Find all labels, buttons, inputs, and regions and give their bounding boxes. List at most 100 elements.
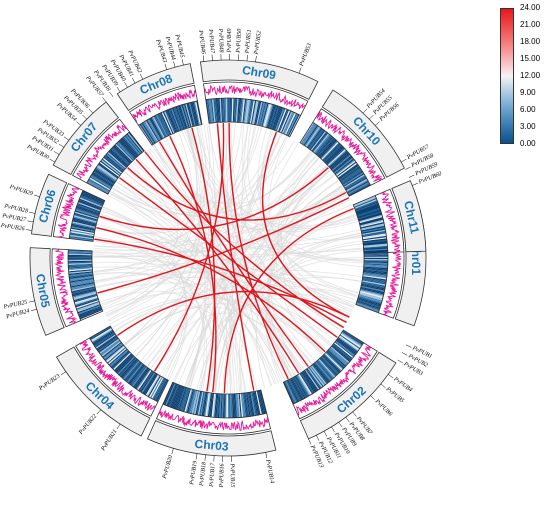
heatmap-cell: [340, 333, 361, 349]
heatmap-cell: [244, 392, 249, 417]
segmental-duplication-link: [94, 238, 347, 324]
heatmap-cell: [315, 135, 333, 155]
heatmap-cell: [219, 393, 222, 418]
gene-tick: [331, 426, 335, 433]
gene-tick: [30, 309, 37, 312]
gene-label: PvPUB23: [37, 373, 61, 392]
heatmap-cell: [337, 338, 358, 354]
heatmap-cell: [147, 119, 161, 141]
heatmap-cell: [102, 157, 123, 174]
heatmap-cell: [322, 142, 340, 161]
collinear-link: [184, 152, 314, 387]
heatmap-cell: [224, 393, 226, 418]
heatmap-cell: [314, 362, 331, 382]
gene-tick: [255, 55, 257, 62]
heatmap-cell: [301, 123, 317, 145]
heatmap-cell: [147, 375, 161, 398]
heatmap-cell: [69, 277, 94, 283]
heatmap-cell: [69, 274, 94, 279]
heatmap-cell: [363, 273, 388, 277]
heatmap-cell: [128, 131, 145, 152]
heatmap-cell: [298, 373, 313, 395]
heatmap-cell: [155, 114, 168, 137]
color-scale-legend: 24.00 21.00 18.00 15.00 12.00 9.00 6.00 …: [500, 4, 546, 149]
heatmap-cell: [114, 144, 133, 163]
collinear-link: [268, 136, 358, 296]
heatmap-cell: [348, 183, 370, 196]
heatmap-cell: [72, 217, 97, 225]
collinear-link: [153, 144, 348, 218]
heatmap-cell: [70, 280, 94, 286]
heatmap-cell: [89, 176, 112, 190]
heatmap-cell: [173, 385, 183, 409]
heatmap-cell: [138, 124, 153, 146]
heatmap-cell: [306, 127, 322, 148]
heatmap-cell: [75, 297, 99, 307]
heatmap-cell: [305, 126, 321, 147]
gene-label: PvPUB16: [219, 463, 226, 488]
heatmap-cell: [91, 328, 113, 343]
heatmap-cell: [126, 362, 143, 383]
heatmap-cell: [95, 166, 117, 182]
heatmap-cell: [71, 222, 96, 229]
chromosome-box: [55, 346, 151, 437]
heatmap-cell: [210, 393, 215, 418]
heatmap-cell: [107, 151, 127, 169]
heatmap-cell: [357, 298, 381, 307]
collinear-link: [111, 140, 295, 215]
collinear-link: [102, 129, 198, 309]
heatmap-cell: [154, 115, 167, 138]
heatmap-cell: [76, 206, 100, 216]
heatmap-cell: [71, 285, 95, 292]
gene-label: PvPUB25: [2, 300, 28, 311]
heatmap-cell: [248, 392, 254, 417]
heatmap-cell: [362, 237, 387, 242]
heatmap-cell: [247, 392, 252, 417]
heatmap-cell: [358, 212, 382, 221]
heatmap-cell: [70, 281, 95, 287]
heatmap-cell: [141, 122, 156, 144]
heatmap-cell: [113, 353, 132, 372]
heatmap-cell: [68, 257, 93, 259]
chromosome-chr10: Chr10: [299, 89, 405, 197]
collinear-link: [132, 170, 331, 354]
heatmap-cell: [90, 327, 112, 342]
chromosome-box: [29, 247, 65, 336]
chromosome-box: [31, 173, 68, 237]
heatmap-cell: [163, 110, 175, 134]
gene-tick: [308, 438, 312, 445]
heatmap-cell: [68, 269, 93, 273]
heatmap-cell: [77, 303, 101, 313]
heatmap-cell: [111, 147, 130, 165]
heatmap-cell: [68, 271, 93, 276]
heatmap-cell: [311, 364, 328, 384]
legend-tick: 9.00: [520, 88, 536, 97]
heatmap-cell: [340, 332, 362, 348]
heatmap-cell: [336, 161, 357, 177]
heatmap-cell: [334, 158, 355, 175]
heatmap-cell: [295, 375, 309, 397]
heatmap-cell: [69, 278, 94, 284]
heatmap-cell: [89, 326, 111, 340]
heatmap-cell: [358, 296, 382, 305]
heatmap-cell: [335, 159, 355, 176]
collinear-link: [97, 282, 336, 341]
heatmap-cell: [98, 162, 119, 178]
heatmap-cell: [237, 98, 240, 123]
heatmap-cell: [264, 103, 273, 128]
heatmap-cell: [245, 392, 250, 417]
heatmap-cell: [363, 270, 388, 275]
heatmap-cell: [286, 380, 298, 403]
heatmap-cell: [238, 393, 242, 418]
heatmap-cell: [184, 388, 192, 413]
heatmap-cell: [356, 206, 380, 215]
heatmap-cell: [92, 330, 114, 345]
heatmap-cell: [73, 216, 97, 224]
heatmap-cell: [185, 389, 193, 413]
gene-tick: [109, 91, 114, 97]
collinear-link: [95, 132, 193, 283]
heatmap-cell: [334, 341, 355, 358]
heatmap-cell: [192, 101, 199, 126]
chromosome-box: [146, 420, 277, 457]
heatmap-cell: [356, 301, 380, 311]
